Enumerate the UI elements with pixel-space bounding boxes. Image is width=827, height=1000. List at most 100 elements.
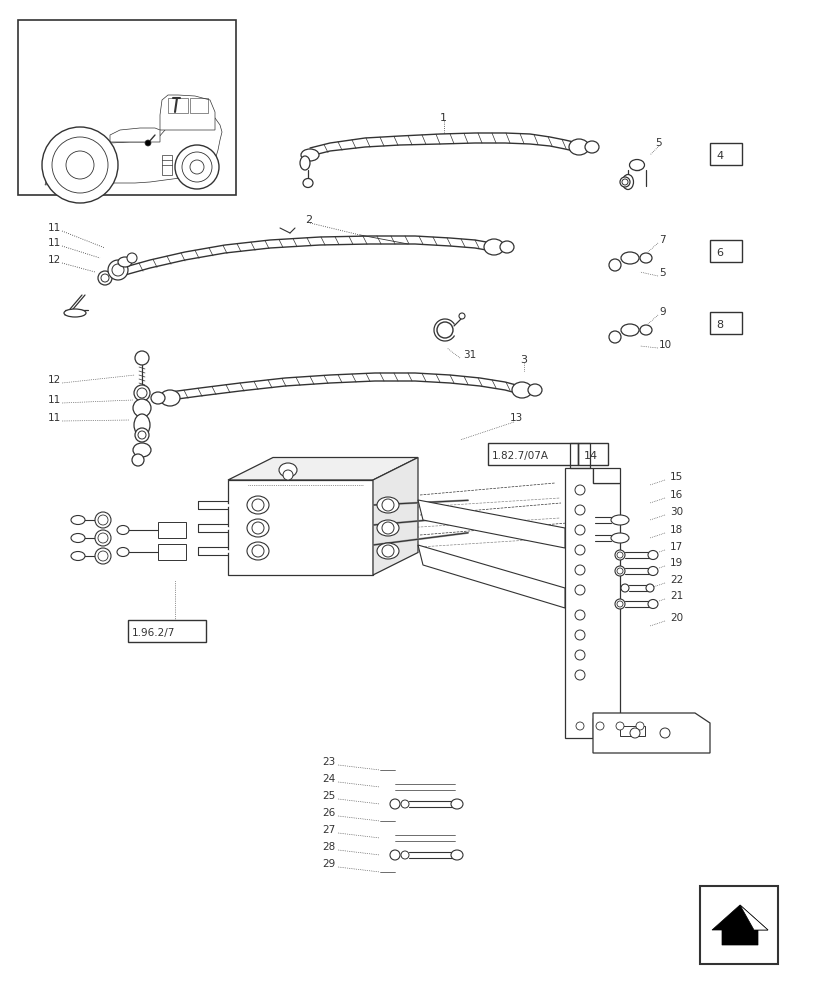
- Text: 11: 11: [48, 223, 61, 233]
- Text: 21: 21: [669, 591, 682, 601]
- Polygon shape: [45, 112, 222, 185]
- Ellipse shape: [568, 139, 588, 155]
- Circle shape: [98, 551, 108, 561]
- Ellipse shape: [303, 179, 313, 188]
- Circle shape: [138, 431, 146, 439]
- Circle shape: [616, 601, 622, 607]
- Circle shape: [574, 525, 585, 535]
- Polygon shape: [592, 713, 709, 753]
- Polygon shape: [739, 905, 767, 930]
- Ellipse shape: [299, 156, 309, 170]
- Circle shape: [182, 152, 212, 182]
- Circle shape: [574, 670, 585, 680]
- Circle shape: [101, 274, 109, 282]
- Ellipse shape: [117, 548, 129, 556]
- Text: 8: 8: [715, 320, 722, 330]
- Circle shape: [574, 650, 585, 660]
- Ellipse shape: [622, 175, 633, 190]
- Ellipse shape: [376, 520, 399, 536]
- Bar: [569, 443, 590, 468]
- Circle shape: [135, 428, 149, 442]
- Ellipse shape: [451, 850, 462, 860]
- Text: 3: 3: [519, 355, 526, 365]
- Text: 15: 15: [669, 472, 682, 482]
- Circle shape: [98, 515, 108, 525]
- Text: 1.96.2/7: 1.96.2/7: [131, 628, 175, 638]
- Circle shape: [390, 850, 399, 860]
- Circle shape: [629, 728, 639, 738]
- Ellipse shape: [451, 799, 462, 809]
- Circle shape: [574, 485, 585, 495]
- Ellipse shape: [639, 253, 651, 263]
- Bar: [158, 544, 186, 560]
- Text: 27: 27: [322, 825, 335, 835]
- Ellipse shape: [639, 325, 651, 335]
- Ellipse shape: [500, 241, 514, 253]
- Circle shape: [42, 127, 118, 203]
- Ellipse shape: [71, 516, 85, 524]
- Text: 23: 23: [322, 757, 335, 767]
- Circle shape: [95, 530, 111, 546]
- Text: 11: 11: [48, 238, 61, 248]
- Text: 17: 17: [669, 542, 682, 552]
- Polygon shape: [160, 95, 215, 130]
- Ellipse shape: [134, 414, 150, 436]
- Ellipse shape: [629, 159, 643, 171]
- Circle shape: [131, 454, 144, 466]
- Text: 16: 16: [669, 490, 682, 500]
- Circle shape: [574, 610, 585, 620]
- Circle shape: [616, 568, 622, 574]
- Ellipse shape: [648, 599, 657, 608]
- Bar: [577, 443, 607, 465]
- Circle shape: [66, 151, 94, 179]
- Text: 1: 1: [439, 113, 447, 123]
- Ellipse shape: [528, 384, 542, 396]
- Text: 2: 2: [304, 215, 312, 225]
- Text: 9: 9: [658, 307, 665, 317]
- Text: 26: 26: [322, 808, 335, 818]
- Text: 25: 25: [322, 791, 335, 801]
- Circle shape: [95, 548, 111, 564]
- Circle shape: [381, 499, 394, 511]
- Text: 20: 20: [669, 613, 682, 623]
- Circle shape: [134, 385, 150, 401]
- Bar: [709, 312, 741, 334]
- Circle shape: [135, 351, 149, 365]
- Circle shape: [621, 179, 627, 185]
- Circle shape: [574, 565, 585, 575]
- Ellipse shape: [645, 584, 653, 592]
- Ellipse shape: [246, 519, 269, 537]
- Text: 11: 11: [48, 395, 61, 405]
- Text: 1.82.7/07A: 1.82.7/07A: [491, 451, 548, 461]
- Bar: [128, 620, 206, 642]
- Polygon shape: [110, 128, 160, 142]
- Bar: [619, 726, 644, 736]
- Text: 22: 22: [669, 575, 682, 585]
- Text: 10: 10: [658, 340, 672, 350]
- Circle shape: [381, 545, 394, 557]
- Circle shape: [251, 522, 264, 534]
- Ellipse shape: [246, 542, 269, 560]
- Ellipse shape: [620, 252, 638, 264]
- Circle shape: [614, 550, 624, 560]
- Ellipse shape: [610, 533, 629, 543]
- Circle shape: [95, 512, 111, 528]
- Circle shape: [136, 388, 147, 398]
- Polygon shape: [418, 500, 564, 548]
- Text: 13: 13: [509, 413, 523, 423]
- Bar: [699, 886, 777, 964]
- Bar: [189, 98, 208, 113]
- Circle shape: [52, 137, 108, 193]
- Ellipse shape: [133, 443, 151, 457]
- Circle shape: [174, 145, 218, 189]
- Circle shape: [108, 260, 128, 280]
- Circle shape: [619, 177, 629, 187]
- Text: 24: 24: [322, 774, 335, 784]
- Circle shape: [127, 253, 136, 263]
- Bar: [18, 20, 236, 195]
- Circle shape: [609, 259, 620, 271]
- Text: 5: 5: [654, 138, 661, 148]
- Circle shape: [112, 264, 124, 276]
- Circle shape: [574, 505, 585, 515]
- Polygon shape: [592, 718, 694, 738]
